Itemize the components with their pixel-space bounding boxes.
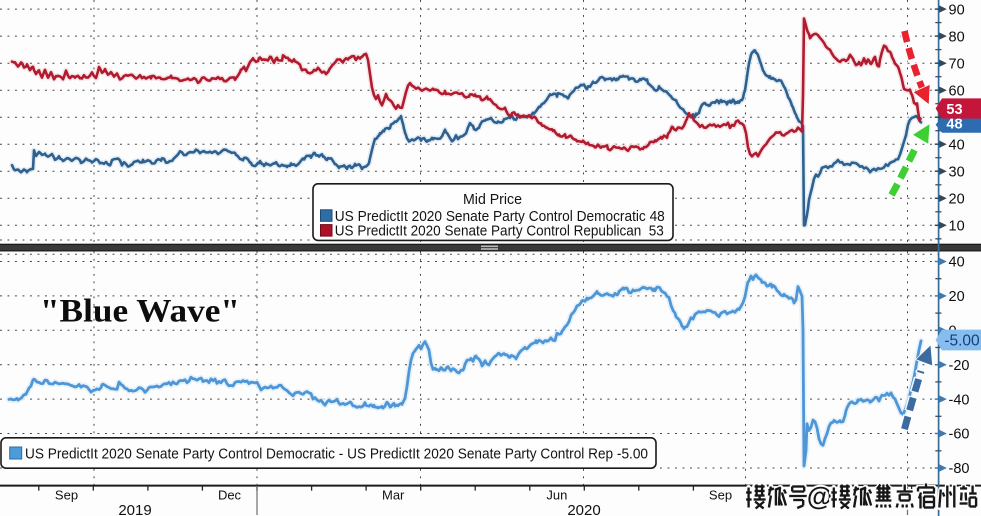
svg-text:40: 40: [949, 137, 965, 153]
svg-text:-5.00: -5.00: [944, 333, 980, 350]
svg-text:Sep: Sep: [55, 487, 78, 502]
svg-text:48: 48: [946, 117, 962, 133]
svg-text:Sep: Sep: [709, 487, 732, 502]
svg-text:US PredictIt 2020 Senate Party: US PredictIt 2020 Senate Party Control R…: [335, 223, 664, 240]
svg-text:30: 30: [949, 164, 965, 180]
svg-text:Dec: Dec: [218, 487, 242, 502]
svg-text:Jun: Jun: [546, 487, 567, 502]
svg-text:-40: -40: [949, 392, 970, 408]
svg-text:"Blue Wave": "Blue Wave": [40, 294, 240, 330]
svg-text:Mid Price: Mid Price: [463, 191, 522, 208]
svg-text:-20: -20: [949, 358, 970, 374]
svg-text:20: 20: [949, 289, 965, 305]
svg-text:Mar: Mar: [382, 487, 405, 502]
svg-text:40: 40: [949, 255, 965, 271]
svg-text:-80: -80: [949, 461, 970, 477]
svg-text:@: @: [807, 481, 832, 511]
svg-text:20: 20: [949, 192, 965, 208]
svg-text:90: 90: [949, 2, 965, 18]
svg-text:2019: 2019: [118, 502, 151, 516]
svg-text:60: 60: [949, 83, 965, 99]
svg-text:53: 53: [946, 102, 962, 118]
svg-text:2020: 2020: [567, 502, 600, 516]
svg-text:US PredictIt 2020 Senate Party: US PredictIt 2020 Senate Party Control D…: [335, 208, 665, 225]
svg-text:10: 10: [949, 219, 965, 235]
svg-text:-60: -60: [949, 427, 970, 443]
svg-text:US PredictIt 2020 Senate Party: US PredictIt 2020 Senate Party Control D…: [25, 445, 648, 462]
svg-text:70: 70: [949, 56, 965, 72]
svg-text:80: 80: [949, 29, 965, 45]
